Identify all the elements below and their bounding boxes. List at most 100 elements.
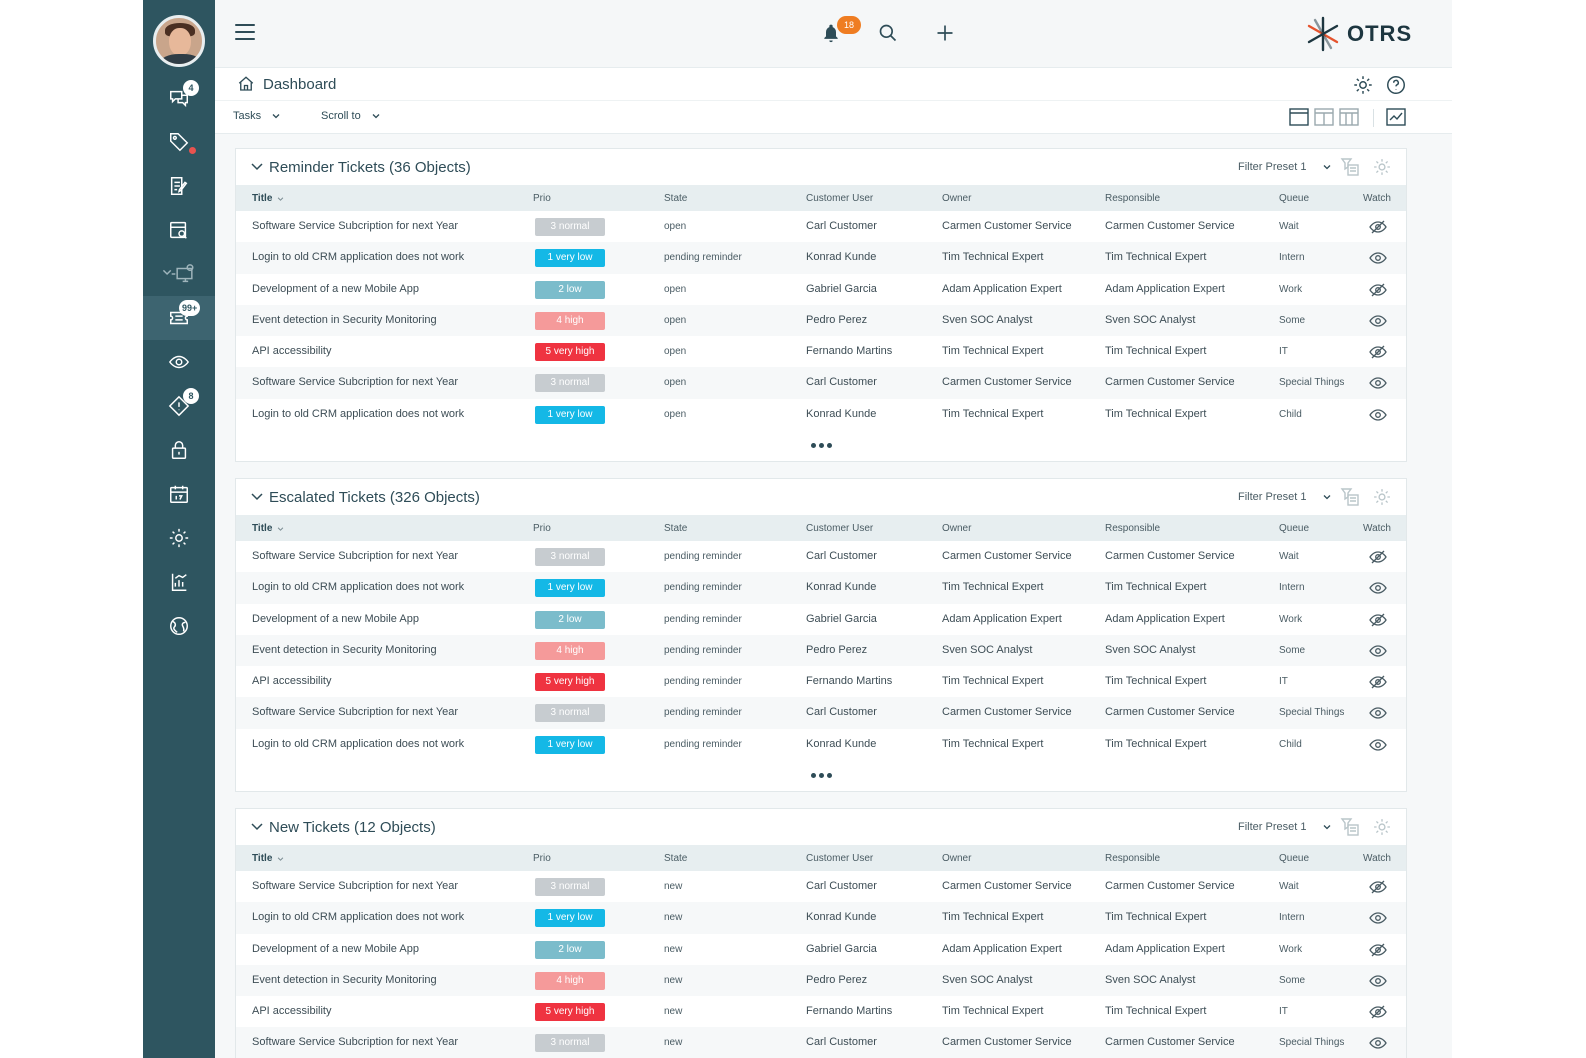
unwatch-eye-icon[interactable] bbox=[1369, 282, 1387, 298]
column-prio[interactable]: Prio bbox=[533, 853, 551, 864]
column-title[interactable]: Title bbox=[252, 523, 285, 534]
column-customer-user[interactable]: Customer User bbox=[806, 523, 874, 534]
column-queue[interactable]: Queue bbox=[1279, 193, 1310, 204]
load-more-button[interactable] bbox=[236, 760, 1406, 791]
collapse-chevron-icon[interactable] bbox=[250, 162, 264, 172]
user-avatar[interactable] bbox=[153, 15, 205, 67]
ticket-title[interactable]: Software Service Subcription for next Ye… bbox=[252, 880, 459, 892]
column-state[interactable]: State bbox=[664, 523, 688, 534]
layout-single-column-icon[interactable] bbox=[1289, 108, 1309, 126]
filter-preset-dropdown[interactable]: Filter Preset 1 bbox=[1238, 491, 1332, 503]
ticket-title[interactable]: Login to old CRM application does not wo… bbox=[252, 911, 465, 924]
ticket-title[interactable]: Login to old CRM application does not wo… bbox=[252, 251, 465, 264]
table-row[interactable]: API accessibility new Fernando Martins Tim … bbox=[236, 996, 1406, 1027]
calendar-search-nav-item[interactable] bbox=[143, 208, 215, 252]
column-customer-user[interactable]: Customer User bbox=[806, 193, 874, 204]
watch-eye-icon[interactable] bbox=[1369, 910, 1387, 926]
tasks-dropdown[interactable]: Tasks bbox=[233, 110, 281, 122]
table-row[interactable]: Development of a new Mobile App new Gabrie… bbox=[236, 934, 1406, 965]
watch-eye-icon[interactable] bbox=[1369, 705, 1387, 721]
column-state[interactable]: State bbox=[664, 853, 688, 864]
table-row[interactable]: Login to old CRM application does not wo… bbox=[236, 242, 1406, 274]
watched-nav-item[interactable] bbox=[143, 340, 215, 384]
column-watch[interactable]: Watch bbox=[1363, 853, 1391, 864]
unwatch-eye-icon[interactable] bbox=[1369, 674, 1387, 690]
ticket-title[interactable]: Event detection in Security Monitoring bbox=[252, 643, 437, 656]
table-row[interactable]: Software Service Subcription for next Ye… bbox=[236, 1027, 1406, 1058]
admin-nav-item[interactable] bbox=[143, 516, 215, 560]
menu-icon[interactable] bbox=[235, 24, 255, 42]
table-row[interactable]: API accessibility open Fernando Martins Tim… bbox=[236, 336, 1406, 367]
column-owner[interactable]: Owner bbox=[942, 853, 972, 864]
column-owner[interactable]: Owner bbox=[942, 523, 972, 534]
ticket-title[interactable]: API accessibility bbox=[252, 1005, 332, 1018]
ticket-title[interactable]: Software Service Subcription for next Ye… bbox=[252, 1036, 459, 1049]
ticket-title[interactable]: Login to old CRM application does not wo… bbox=[252, 407, 465, 420]
column-filter-icon[interactable] bbox=[1340, 157, 1360, 177]
statistics-chart-icon[interactable] bbox=[1386, 108, 1406, 126]
watch-eye-icon[interactable] bbox=[1369, 250, 1387, 266]
tickets-nav-item[interactable]: 99+ bbox=[143, 296, 215, 340]
table-row[interactable]: Login to old CRM application does not wo… bbox=[236, 902, 1406, 934]
ticket-title[interactable]: Login to old CRM application does not wo… bbox=[252, 737, 465, 750]
monitor-nav-item[interactable] bbox=[143, 252, 215, 296]
notes-nav-item[interactable] bbox=[143, 164, 215, 208]
settings-gear-icon[interactable] bbox=[1352, 74, 1374, 96]
locked-nav-item[interactable] bbox=[143, 428, 215, 472]
column-watch[interactable]: Watch bbox=[1363, 193, 1391, 204]
watch-eye-icon[interactable] bbox=[1369, 643, 1387, 659]
home-icon[interactable] bbox=[237, 75, 255, 93]
column-filter-icon[interactable] bbox=[1340, 817, 1360, 837]
table-row[interactable]: Event detection in Security Monitoring op… bbox=[236, 304, 1406, 337]
ticket-title[interactable]: Event detection in Security Monitoring bbox=[252, 973, 437, 986]
table-row[interactable]: Development of a new Mobile App pending r… bbox=[236, 604, 1406, 635]
column-watch[interactable]: Watch bbox=[1363, 523, 1391, 534]
ticket-title[interactable]: Software Service Subcription for next Ye… bbox=[252, 220, 459, 232]
unwatch-eye-icon[interactable] bbox=[1369, 942, 1387, 958]
unwatch-eye-icon[interactable] bbox=[1369, 879, 1387, 895]
table-row[interactable]: API accessibility pending reminder Fernand… bbox=[236, 666, 1406, 697]
column-prio[interactable]: Prio bbox=[533, 523, 551, 534]
collapse-chevron-icon[interactable] bbox=[250, 822, 264, 832]
column-title[interactable]: Title bbox=[252, 853, 285, 864]
column-filter-icon[interactable] bbox=[1340, 487, 1360, 507]
layout-three-column-icon[interactable] bbox=[1339, 108, 1359, 126]
filter-preset-dropdown[interactable]: Filter Preset 1 bbox=[1238, 821, 1332, 833]
notification-button[interactable] bbox=[818, 20, 844, 46]
ticket-title[interactable]: API accessibility bbox=[252, 675, 332, 688]
tasks-nav-item[interactable]: 8 bbox=[143, 384, 215, 428]
column-responsible[interactable]: Responsible bbox=[1105, 523, 1161, 534]
add-button[interactable] bbox=[932, 20, 958, 46]
ticket-title[interactable]: Event detection in Security Monitoring bbox=[252, 313, 437, 326]
column-owner[interactable]: Owner bbox=[942, 193, 972, 204]
column-customer-user[interactable]: Customer User bbox=[806, 853, 874, 864]
load-more-button[interactable] bbox=[236, 430, 1406, 461]
ticket-title[interactable]: Development of a new Mobile App bbox=[252, 942, 419, 955]
ticket-title[interactable]: API accessibility bbox=[252, 345, 332, 358]
unwatch-eye-icon[interactable] bbox=[1369, 219, 1387, 235]
column-state[interactable]: State bbox=[664, 193, 688, 204]
tags-nav-item[interactable] bbox=[143, 120, 215, 164]
scroll-to-dropdown[interactable]: Scroll to bbox=[321, 110, 381, 122]
watch-eye-icon[interactable] bbox=[1369, 407, 1387, 423]
column-responsible[interactable]: Responsible bbox=[1105, 193, 1161, 204]
calendar-nav-item[interactable] bbox=[143, 472, 215, 516]
watch-eye-icon[interactable] bbox=[1369, 737, 1387, 753]
table-row[interactable]: Software Service Subcription for next Ye… bbox=[236, 871, 1406, 902]
unwatch-eye-icon[interactable] bbox=[1369, 344, 1387, 360]
watch-eye-icon[interactable] bbox=[1369, 375, 1387, 391]
unwatch-eye-icon[interactable] bbox=[1369, 612, 1387, 628]
column-queue[interactable]: Queue bbox=[1279, 853, 1310, 864]
layout-two-column-icon[interactable] bbox=[1314, 108, 1334, 126]
ticket-title[interactable]: Software Service Subcription for next Ye… bbox=[252, 376, 459, 389]
table-row[interactable]: Software Service Subcription for next Ye… bbox=[236, 211, 1406, 242]
collapse-chevron-icon[interactable] bbox=[250, 492, 264, 502]
unwatch-eye-icon[interactable] bbox=[1369, 1004, 1387, 1020]
ticket-title[interactable]: Login to old CRM application does not wo… bbox=[252, 581, 465, 594]
global-nav-item[interactable] bbox=[143, 604, 215, 648]
watch-eye-icon[interactable] bbox=[1369, 973, 1387, 989]
widget-settings-icon[interactable] bbox=[1372, 487, 1392, 507]
ticket-title[interactable]: Software Service Subcription for next Ye… bbox=[252, 706, 459, 719]
column-queue[interactable]: Queue bbox=[1279, 523, 1310, 534]
column-prio[interactable]: Prio bbox=[533, 193, 551, 204]
